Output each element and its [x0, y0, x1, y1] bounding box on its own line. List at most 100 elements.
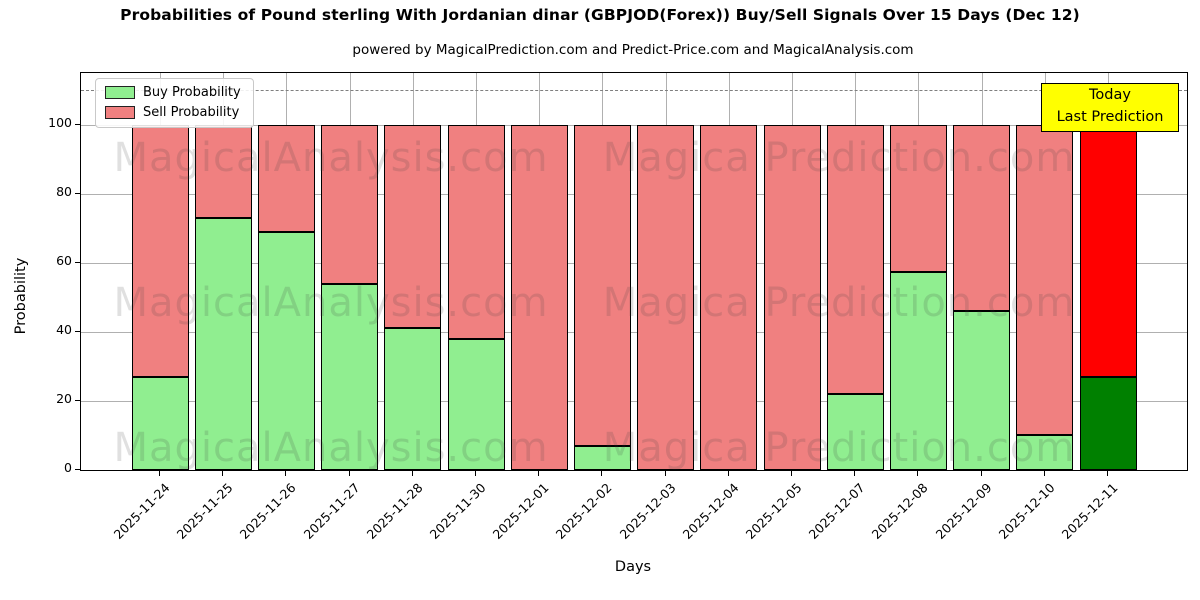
x-tick-mark: [475, 471, 476, 476]
x-tick-label: 2025-11-28: [363, 480, 426, 542]
bar-2025-12-08: [889, 124, 947, 470]
x-tick-mark: [348, 471, 350, 476]
y-tick-label: 60: [56, 252, 72, 268]
h-gridline: [81, 124, 1187, 126]
sell-segment: [447, 124, 505, 339]
sell-segment: [826, 124, 884, 395]
h-gridline: [81, 331, 1187, 333]
today-annotation: Today Last Prediction: [1041, 83, 1179, 132]
buy-segment: [1079, 376, 1137, 470]
watermark-left: MagicalAnalysis.com: [113, 135, 549, 181]
y-tick-mark: [75, 192, 80, 194]
watermark-right: Magica Prediction.com: [602, 135, 1076, 181]
h-gridline: [81, 400, 1187, 402]
x-tick-label: 2025-12-07: [805, 480, 868, 542]
watermark-left: MagicalAnalysis.com: [113, 425, 549, 471]
buy-segment: [384, 328, 442, 470]
bar-2025-12-11: [1079, 124, 1137, 470]
x-tick-mark: [538, 471, 540, 476]
buy-segment: [131, 376, 189, 470]
x-tick-label: 2025-11-25: [173, 480, 236, 542]
x-tick-mark: [159, 471, 160, 476]
watermark-right: Magica Prediction.com: [602, 280, 1076, 326]
x-tick-label: 2025-12-10: [995, 480, 1058, 542]
sell-segment: [1016, 124, 1074, 436]
chart-title: Probabilities of Pound sterling With Jor…: [120, 6, 1080, 24]
x-tick-mark: [917, 471, 919, 476]
sell-segment: [889, 124, 947, 272]
bar-2025-11-30: [447, 124, 505, 470]
sell-segment: [763, 124, 821, 470]
buy-segment: [194, 218, 252, 470]
legend-sell-label: Sell Probability: [143, 105, 240, 120]
legend-buy-label: Buy Probability: [143, 85, 241, 100]
sell-segment: [257, 124, 315, 232]
watermark-right: Magica Prediction.com: [602, 425, 1076, 471]
buy-segment: [321, 283, 379, 470]
x-tick-label: 2025-12-01: [489, 480, 552, 542]
x-tick-mark: [664, 471, 666, 476]
x-axis-label: Days: [614, 559, 652, 575]
y-tick-label: 40: [56, 321, 72, 337]
sell-segment: [1079, 124, 1137, 377]
sell-segment: [700, 124, 758, 470]
x-tick-label: 2025-12-08: [869, 480, 931, 542]
h-gridline: [81, 262, 1187, 264]
threshold-dashed-line: [81, 90, 1187, 92]
sell-segment: [384, 124, 442, 329]
bar-2025-12-09: [953, 124, 1011, 470]
x-tick-mark: [1043, 471, 1045, 476]
bar-2025-12-03: [637, 124, 695, 470]
buy-segment: [953, 311, 1011, 470]
legend-entry-sell: Sell Probability: [105, 105, 241, 120]
x-tick-label: 2025-12-05: [742, 480, 805, 542]
x-tick-mark: [854, 471, 856, 476]
buy-segment: [889, 271, 947, 470]
today-line2: Last Prediction: [1056, 108, 1164, 125]
x-tick-mark: [601, 471, 603, 476]
x-tick-mark: [222, 471, 224, 476]
chart-subtitle: powered by MagicalPrediction.com and Pre…: [352, 42, 914, 58]
x-tick-label: 2025-11-30: [426, 480, 489, 542]
sell-segment: [510, 124, 568, 470]
x-tick-mark: [285, 471, 287, 476]
y-tick-label: 20: [56, 390, 72, 406]
y-tick-mark: [75, 261, 80, 263]
buy-swatch-icon: [105, 86, 135, 99]
x-tick-label: 2025-11-24: [110, 480, 173, 542]
bar-2025-12-01: [510, 124, 568, 470]
sell-segment: [573, 124, 631, 446]
x-tick-label: 2025-11-26: [237, 480, 299, 542]
y-tick-label: 100: [48, 114, 72, 130]
x-tick-label: 2025-12-03: [616, 480, 679, 542]
y-tick-label: 80: [56, 183, 72, 199]
sell-segment: [321, 124, 379, 284]
x-tick-mark: [727, 471, 729, 476]
legend: Buy Probability Sell Probability: [95, 78, 254, 128]
x-tick-mark: [791, 471, 792, 476]
x-tick-mark: [980, 471, 982, 476]
buy-segment: [257, 231, 315, 470]
x-tick-label: 2025-11-27: [300, 480, 363, 542]
x-tick-label: 2025-12-04: [679, 480, 742, 542]
bar-2025-11-26: [257, 124, 315, 470]
bar-2025-11-27: [321, 124, 379, 470]
plot-area: Buy Probability Sell Probability Today L…: [80, 72, 1188, 471]
y-tick-label: 0: [64, 460, 72, 475]
x-tick-label: 2025-12-09: [932, 480, 995, 542]
legend-entry-buy: Buy Probability: [105, 85, 241, 100]
bar-2025-11-28: [384, 124, 442, 470]
x-tick-label: 2025-12-11: [1058, 480, 1121, 542]
buy-segment: [447, 338, 505, 470]
watermark-left: MagicalAnalysis.com: [113, 280, 549, 326]
buy-segment: [1016, 435, 1074, 470]
bar-2025-12-05: [763, 124, 821, 470]
y-tick-mark: [75, 330, 80, 332]
y-tick-mark: [75, 123, 80, 125]
sell-segment: [637, 124, 695, 470]
bar-2025-11-25: [194, 124, 252, 470]
x-tick-mark: [411, 471, 413, 476]
bar-2025-12-02: [573, 124, 631, 470]
buy-segment: [826, 394, 884, 470]
